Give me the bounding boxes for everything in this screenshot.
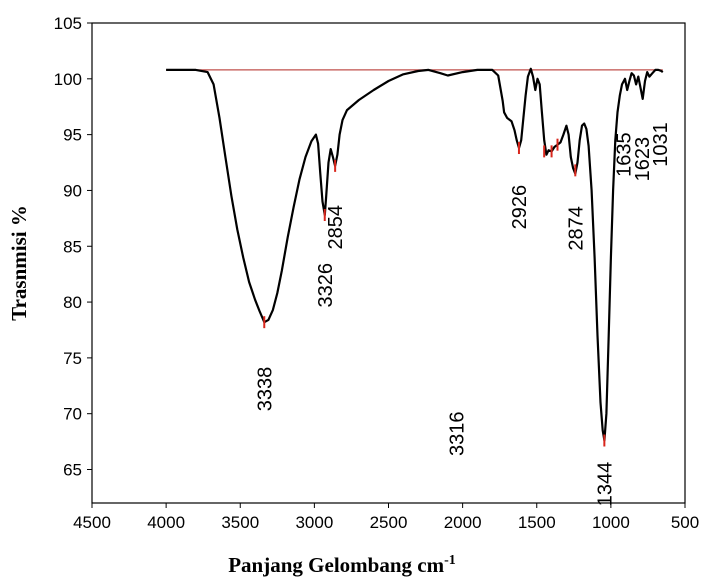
y-axis-title: Trasnmisi % bbox=[7, 205, 31, 321]
x-axis-title-superscript: -1 bbox=[444, 553, 456, 568]
x-tick-label: 2000 bbox=[444, 513, 482, 532]
y-tick-label: 100 bbox=[54, 70, 82, 89]
x-tick-label: 3000 bbox=[295, 513, 333, 532]
x-tick-label: 2500 bbox=[370, 513, 408, 532]
peak-label: 3326 bbox=[315, 263, 337, 308]
peak-label: 2874 bbox=[565, 206, 587, 251]
x-axis-title: Panjang Gelombang cm-1 bbox=[228, 553, 456, 577]
peak-label: 1635 bbox=[614, 132, 636, 177]
peak-label: 3338 bbox=[254, 367, 276, 412]
peak-label: 2854 bbox=[325, 205, 347, 250]
x-tick-label: 4500 bbox=[73, 513, 111, 532]
y-tick-label: 65 bbox=[63, 461, 82, 480]
x-tick-label: 3500 bbox=[221, 513, 259, 532]
x-tick-label: 500 bbox=[671, 513, 699, 532]
y-axis: 65 70 75 80 85 90 95 100 105 bbox=[54, 14, 92, 480]
y-tick-label: 85 bbox=[63, 237, 82, 256]
x-axis-title-main: Panjang Gelombang cm bbox=[228, 553, 444, 577]
peak-label: 3316 bbox=[447, 412, 469, 457]
x-tick-label: 4000 bbox=[147, 513, 185, 532]
plot-frame bbox=[91, 22, 686, 504]
y-tick-label: 95 bbox=[63, 126, 82, 145]
series-line-transmittance bbox=[166, 67, 664, 442]
x-tick-label: 1000 bbox=[592, 513, 630, 532]
peak-label: 1623 bbox=[632, 137, 654, 182]
y-tick-label: 70 bbox=[63, 405, 82, 424]
y-tick-label: 105 bbox=[54, 14, 82, 33]
peak-label: 1031 bbox=[650, 122, 672, 167]
y-tick-label: 75 bbox=[63, 349, 82, 368]
peak-label: 1344 bbox=[594, 462, 616, 507]
x-axis: 4500 4000 3500 3000 2500 2000 1500 1000 500 bbox=[73, 503, 699, 532]
peak-markers bbox=[263, 138, 606, 447]
y-tick-label: 90 bbox=[63, 181, 82, 200]
peak-label: 2926 bbox=[509, 185, 531, 230]
y-tick-label: 80 bbox=[63, 293, 82, 312]
x-tick-label: 1500 bbox=[518, 513, 556, 532]
